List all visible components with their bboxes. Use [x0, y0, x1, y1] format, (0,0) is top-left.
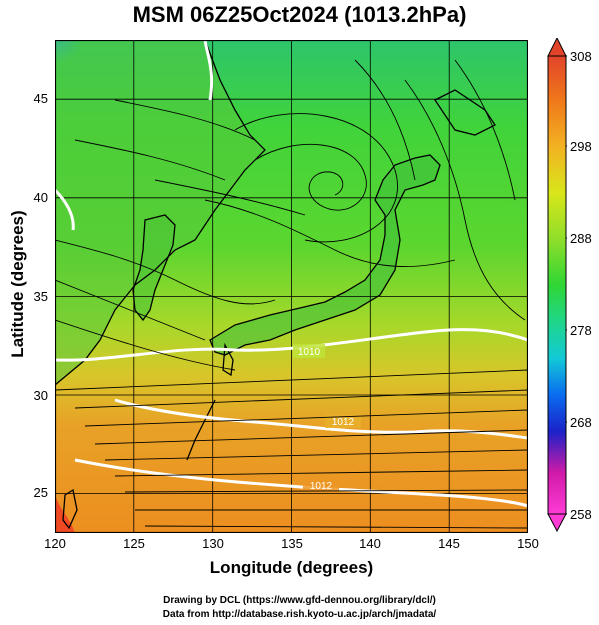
korean-peninsula [133, 215, 175, 320]
x-tick-label: 140 [359, 536, 381, 551]
colorbar-tick-label: 268 [570, 415, 592, 430]
credit-line-drawing: Drawing by DCL (https://www.gfd-dennou.o… [163, 595, 436, 606]
colorbar-tick-label: 278 [570, 323, 592, 338]
coastlines [55, 40, 496, 530]
contour-label: 1012 [310, 481, 333, 492]
colorbar [547, 38, 567, 532]
colorbar-max-arrow [547, 38, 567, 57]
x-tick-label: 150 [517, 536, 539, 551]
x-tick-label: 145 [438, 536, 460, 551]
y-axis-label: Latitude (degrees) [8, 210, 27, 358]
colorbar-tick-label: 298 [570, 139, 592, 154]
colorbar-tick-label: 258 [570, 507, 592, 522]
y-tick-label: 35 [33, 289, 48, 304]
colorbar-tick-label: 288 [570, 231, 592, 246]
japan-islands [210, 155, 440, 355]
x-tick-label: 135 [281, 536, 303, 551]
map-border [55, 40, 528, 533]
contour-label: 1010 [298, 347, 321, 358]
colorbar-scale [547, 55, 567, 515]
y-tick-label: 25 [33, 485, 48, 500]
contour-label-group: 1010 1012 1012 [293, 344, 361, 492]
credit-line-data: Data from http://database.rish.kyoto-u.a… [162, 609, 437, 620]
colorbar-min-arrow [547, 513, 567, 532]
wind-streamlines [55, 59, 526, 371]
easterly-streamlines [55, 369, 528, 529]
y-tick-label: 40 [33, 190, 48, 205]
y-tick-label: 30 [33, 388, 48, 403]
y-tick-label: 45 [33, 91, 48, 106]
chart-title: MSM 06Z25Oct2024 (1013.2hPa) [132, 2, 467, 27]
x-tick-label: 125 [123, 536, 145, 551]
x-tick-label: 130 [202, 536, 224, 551]
x-tick-label: 120 [44, 536, 66, 551]
warm-region-taiwan [55, 495, 75, 533]
map-panel: 1010 1012 1012 [55, 40, 528, 533]
colorbar-tick-label: 308 [570, 49, 592, 64]
x-axis-label: Longitude (degrees) [209, 558, 374, 577]
contour-label: 1012 [332, 417, 355, 428]
